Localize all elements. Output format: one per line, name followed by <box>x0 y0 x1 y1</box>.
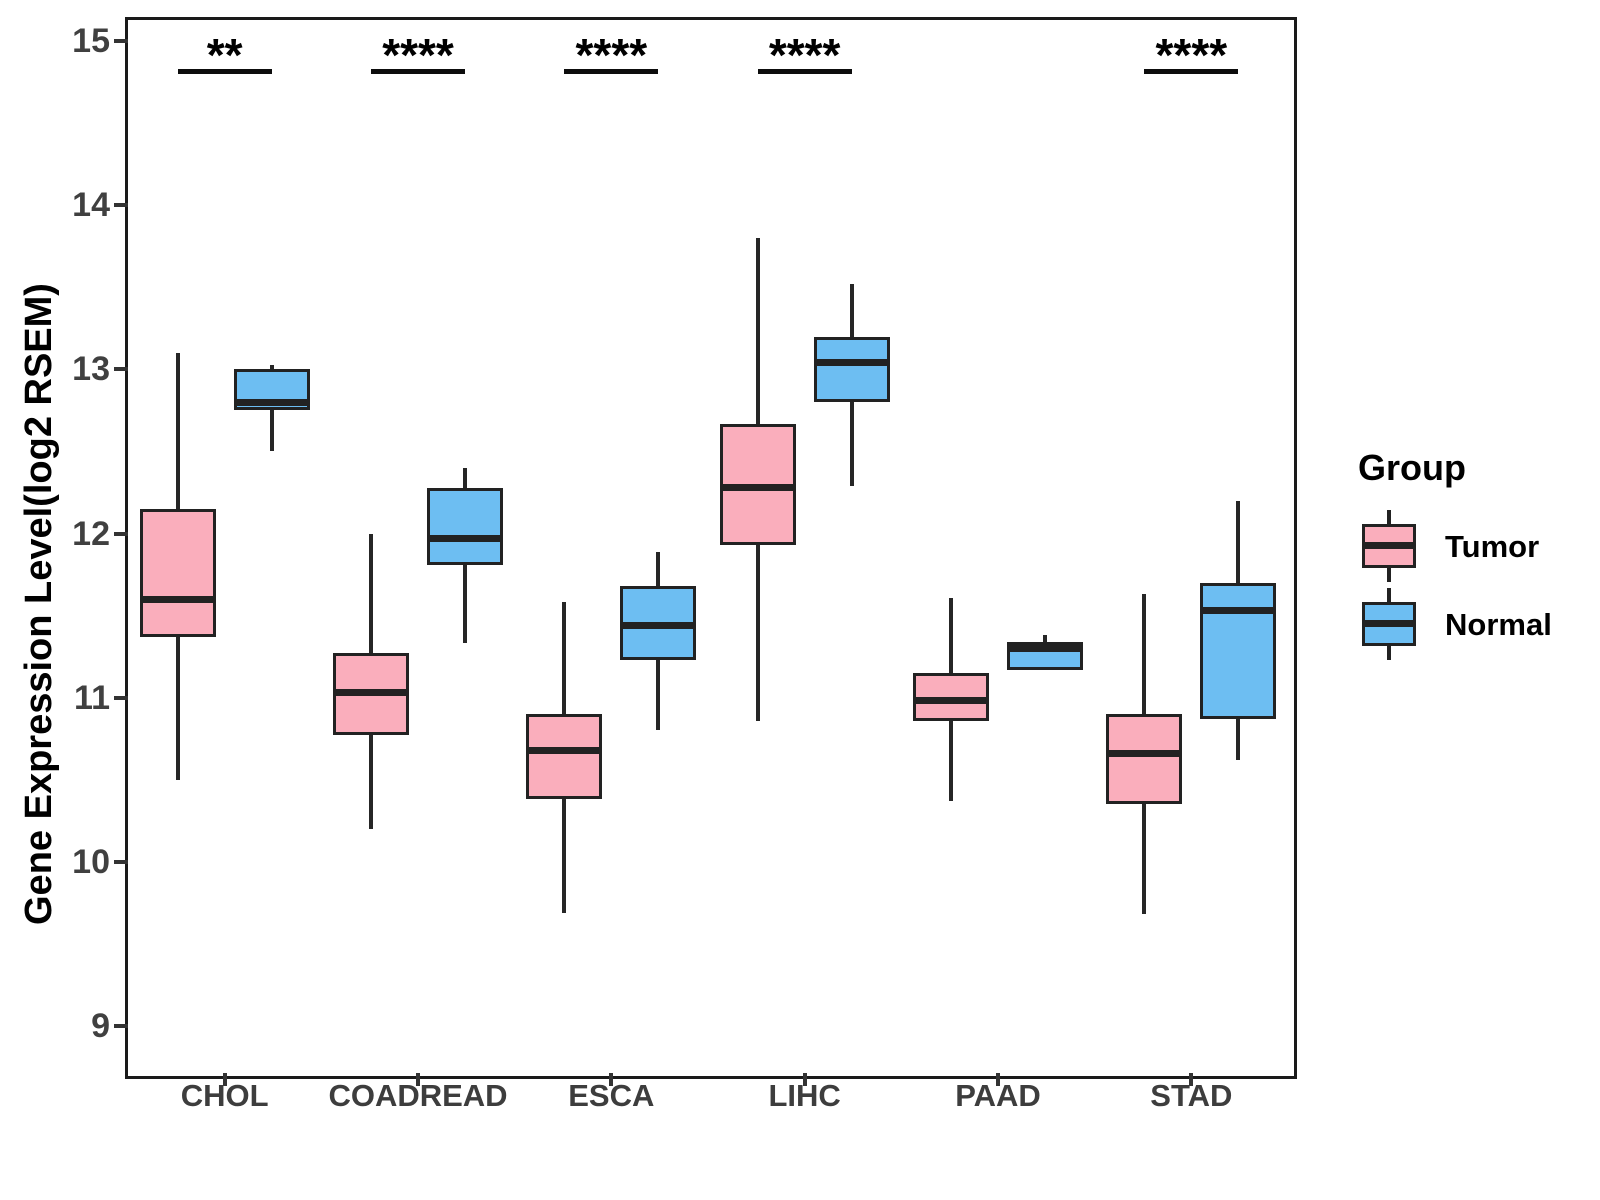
box-median <box>526 746 603 754</box>
x-tick-label: CHOL <box>180 1078 269 1113</box>
box-median <box>1200 607 1277 615</box>
boxplot-box <box>427 487 503 565</box>
box-median <box>913 697 989 705</box>
y-tick-mark <box>114 695 128 700</box>
box-median <box>813 359 890 367</box>
y-tick-label: 14 <box>72 186 110 225</box>
tumor-key-whisker-top <box>1387 510 1391 524</box>
box-median <box>1007 644 1083 652</box>
box-median <box>719 484 796 492</box>
y-tick-mark <box>114 859 128 864</box>
legend: Group Tumor Normal <box>1330 450 1590 670</box>
y-tick-mark <box>114 1023 128 1028</box>
x-tick-mark <box>996 1073 1000 1086</box>
box-median <box>333 689 409 697</box>
legend-label-normal: Normal <box>1445 607 1552 642</box>
y-tick-mark <box>114 39 128 44</box>
significance-bar <box>564 69 659 75</box>
box-median <box>427 534 503 542</box>
boxplot-box <box>139 508 216 637</box>
normal-key-median <box>1362 620 1416 627</box>
box-median <box>620 621 697 629</box>
significance-stars: **** <box>382 29 454 82</box>
legend-label-tumor: Tumor <box>1445 529 1540 564</box>
tumor-key-whisker-bottom <box>1387 568 1391 582</box>
x-tick-mark <box>802 1073 807 1086</box>
significance-stars: **** <box>1155 29 1228 82</box>
box-median <box>1106 749 1183 757</box>
x-tick-mark <box>1189 1073 1194 1086</box>
x-tick-mark <box>222 1073 227 1086</box>
significance-stars: **** <box>575 29 648 82</box>
x-tick-label: LIHC <box>768 1078 841 1113</box>
significance-bar <box>757 69 852 75</box>
x-tick-label: PAAD <box>955 1078 1041 1113</box>
boxplot-box <box>913 672 989 721</box>
normal-key-whisker-top <box>1387 588 1391 602</box>
y-tick-mark <box>114 367 128 372</box>
y-tick-mark <box>114 531 128 536</box>
y-tick-mark <box>114 203 128 208</box>
boxplot-box <box>813 336 890 403</box>
legend-title: Group <box>1358 447 1466 488</box>
normal-key-whisker-bottom <box>1387 646 1391 660</box>
x-tick-mark <box>609 1073 614 1086</box>
x-tick-label: ESCA <box>568 1078 655 1113</box>
y-tick-label: 11 <box>74 678 110 717</box>
significance-bar <box>1144 69 1239 75</box>
significance-bar <box>371 69 465 75</box>
y-tick-label: 13 <box>72 350 110 389</box>
y-tick-label: 12 <box>72 514 110 553</box>
significance-stars: ** <box>206 29 243 82</box>
box-median <box>139 595 216 603</box>
tumor-key-median <box>1362 542 1416 549</box>
x-tick-label: STAD <box>1150 1078 1233 1113</box>
boxplot-box <box>1106 713 1183 805</box>
boxplot-box <box>526 713 603 800</box>
y-tick-label: 9 <box>91 1006 110 1045</box>
significance-bar <box>177 69 272 75</box>
box-median <box>233 398 310 406</box>
y-tick-label: 15 <box>72 22 110 61</box>
boxplot-box <box>1200 582 1277 719</box>
plot-panel <box>125 17 1297 1079</box>
y-tick-label: 10 <box>72 842 110 881</box>
x-tick-mark <box>416 1073 420 1086</box>
x-tick-label: COADREAD <box>328 1078 508 1113</box>
significance-stars: **** <box>768 29 841 82</box>
